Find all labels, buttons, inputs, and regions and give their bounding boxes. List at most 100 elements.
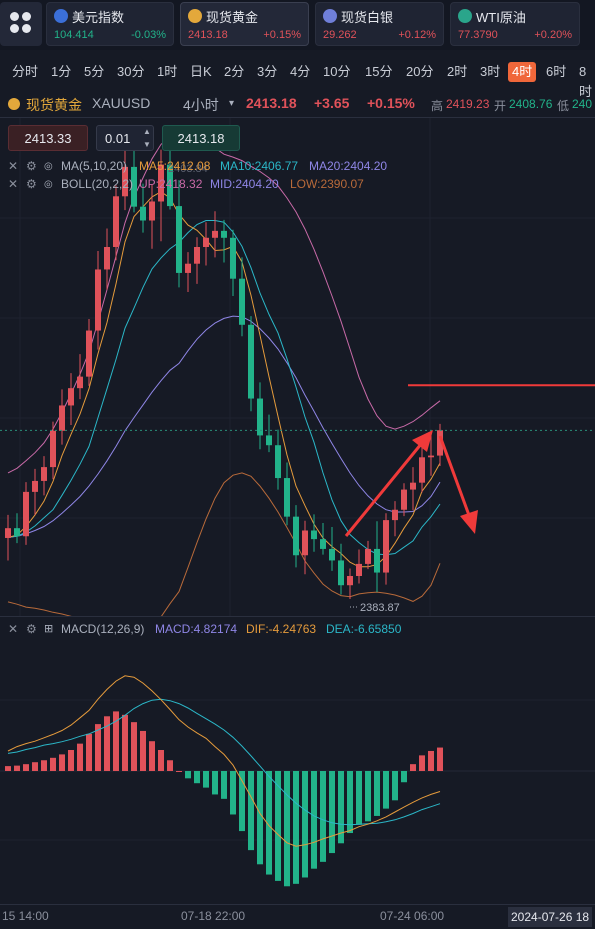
candle-body (356, 563, 362, 577)
tab-timeframe[interactable]: 30分 (117, 64, 145, 79)
time-label: 07-24 06:00 (380, 909, 445, 923)
grid-dot-icon (10, 12, 19, 21)
macd-bar (131, 722, 137, 771)
tab-timeframe[interactable]: 20分 (406, 64, 434, 79)
macd-bar (410, 764, 416, 771)
sell-price-box[interactable]: 2413.33 (8, 125, 88, 151)
ma20-line (7, 315, 441, 538)
tab-timeframe[interactable]: 3时 (480, 64, 501, 79)
candle-body (41, 467, 47, 481)
ticker-card-wti[interactable]: WTI原油 77.3790 +0.20% (450, 2, 580, 46)
candle-body (230, 237, 236, 279)
period-select[interactable]: 4小时 (183, 97, 219, 113)
grid-dot-icon (10, 24, 19, 33)
buy-price-box[interactable]: 2413.18 (162, 125, 240, 151)
ticker-card-dxy[interactable]: 美元指数 104.414 -0.03% (46, 2, 174, 46)
close-icon[interactable]: ✕ (8, 177, 19, 191)
candle-body (113, 196, 119, 247)
macd-bar (365, 771, 371, 822)
macd-bar (239, 771, 245, 832)
open-label: 开 (494, 99, 507, 113)
ticker-price: 104.414 (54, 29, 94, 41)
tab-timeframe[interactable]: 15分 (365, 64, 393, 79)
eye-icon[interactable]: ◎ (44, 161, 53, 172)
tab-timeframe[interactable]: 5分 (84, 64, 105, 79)
macd-bar (50, 757, 56, 771)
candle-body (248, 324, 254, 399)
macd-bar (221, 771, 227, 799)
candle-body (266, 435, 272, 446)
gear-icon[interactable]: ⚙ (26, 622, 37, 636)
macd-bar (356, 771, 362, 825)
lot-stepper[interactable]: ▲ ▼ (141, 125, 153, 151)
tab-timeframe[interactable]: 4分 (290, 64, 311, 79)
candle-body (419, 457, 425, 483)
tab-timeframe[interactable]: 分时 (12, 64, 39, 79)
gear-icon[interactable]: ⚙ (26, 159, 37, 173)
macd-bar (320, 771, 326, 862)
macd-bar (203, 771, 209, 788)
ticker-card-silver[interactable]: 现货白银 29.262 +0.12% (315, 2, 444, 46)
price-chart[interactable]: 2383.87 2403.84 (0, 118, 595, 616)
ticker-name: WTI原油 (476, 9, 526, 25)
boll-lower-line (7, 472, 441, 616)
tab-timeframe[interactable]: 1时 (157, 64, 178, 79)
macd-bar (311, 771, 317, 869)
eye-icon[interactable]: ◎ (44, 179, 53, 190)
time-label: 07-18 22:00 (181, 909, 246, 923)
candle-body (221, 230, 227, 238)
candle-body (302, 530, 308, 556)
candle-body (32, 480, 38, 492)
lot-size-input[interactable]: 0.01 (96, 125, 154, 151)
ticker-price: 29.262 (323, 29, 357, 41)
macd-bar (266, 771, 272, 875)
tab-timeframe[interactable]: 2时 (447, 64, 468, 79)
macd-bar (284, 771, 290, 887)
candle-body (104, 247, 110, 270)
macd-bar (41, 760, 47, 771)
ma-legend: ✕ ⚙ ◎ MA(5,10,20) MA5:2412.08 MA10:2406.… (0, 158, 595, 176)
stepper-down-icon[interactable]: ▼ (143, 140, 151, 149)
macd-bar (5, 766, 11, 771)
ticker-price: 77.3790 (458, 29, 498, 41)
chevron-down-icon[interactable]: ▾ (229, 98, 235, 109)
stepper-up-icon[interactable]: ▲ (143, 127, 151, 136)
tab-timeframe[interactable]: 3分 (257, 64, 278, 79)
menu-grid-button[interactable] (0, 2, 42, 46)
grid-dot-icon (22, 24, 31, 33)
ticker-card-gold[interactable]: 现货黄金 2413.18 +0.15% (180, 2, 309, 46)
tab-timeframe-active[interactable]: 4时 (508, 62, 537, 82)
tab-timeframe[interactable]: 1分 (51, 64, 72, 79)
close-icon[interactable]: ✕ (8, 159, 19, 173)
candle-body (185, 263, 191, 273)
macd-bar (86, 733, 92, 771)
tab-timeframe[interactable]: 10分 (323, 64, 351, 79)
macd-chart[interactable] (0, 640, 595, 902)
candle-body (383, 520, 389, 573)
candle-body (365, 548, 371, 564)
candle-body (131, 166, 137, 207)
gear-icon[interactable]: ⚙ (26, 177, 37, 191)
tab-timeframe[interactable]: 日K (190, 64, 212, 79)
macd-bar (338, 771, 344, 844)
us-flag-icon (54, 9, 68, 23)
tab-timeframe[interactable]: 8时 (579, 64, 593, 99)
crosshair-time-label: 2024-07-26 18 (508, 907, 593, 927)
candle-body (311, 530, 317, 540)
grid-dot-icon (22, 12, 31, 21)
down-arrow-line (438, 435, 472, 519)
candle-body (77, 376, 83, 389)
ma10-value: MA10:2406.77 (220, 159, 299, 173)
expand-icon[interactable]: ⊞ (44, 623, 54, 635)
macd-bar (59, 754, 65, 771)
tab-timeframe[interactable]: 6时 (546, 64, 567, 79)
candle-body (239, 278, 245, 325)
macd-bar (122, 714, 128, 771)
close-icon[interactable]: ✕ (8, 622, 19, 636)
ma10-line (7, 220, 441, 556)
symbol-change-pct: +0.15% (367, 95, 415, 111)
ticker-name: 现货白银 (341, 9, 394, 25)
tab-timeframe[interactable]: 2分 (224, 64, 245, 79)
macd-value: MACD:4.82174 (155, 622, 238, 636)
symbol-name[interactable]: 现货黄金 (26, 97, 82, 113)
